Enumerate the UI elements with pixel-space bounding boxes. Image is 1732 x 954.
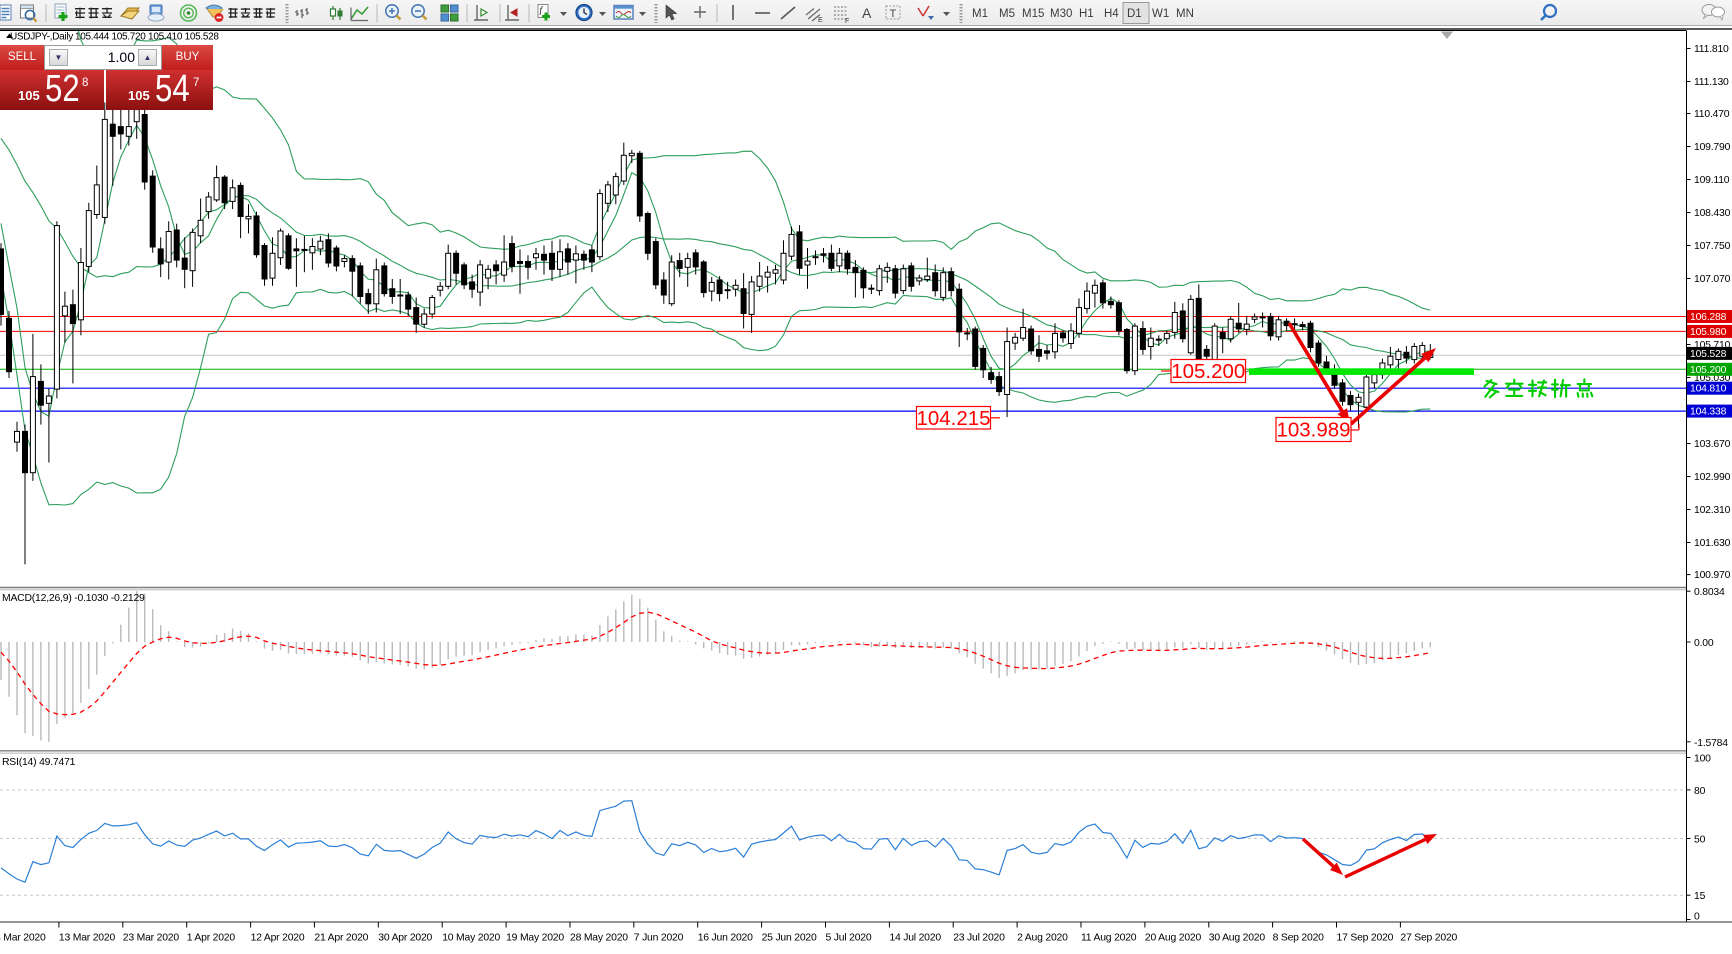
svg-text:4 Mar 2020: 4 Mar 2020 [0, 933, 46, 944]
svg-text:105.444 105.720 105.410 105.52: 105.444 105.720 105.410 105.528 [75, 32, 219, 43]
svg-text:109.110: 109.110 [1694, 175, 1730, 186]
svg-text:27 Sep 2020: 27 Sep 2020 [1400, 933, 1457, 944]
svg-text:101.630: 101.630 [1694, 538, 1731, 549]
svg-text:11 Aug 2020: 11 Aug 2020 [1081, 933, 1137, 944]
svg-text:111.130: 111.130 [1694, 77, 1729, 88]
svg-text:103.989: 103.989 [1276, 419, 1350, 442]
svg-text:D1: D1 [1127, 8, 1142, 20]
svg-text:21 Apr 2020: 21 Apr 2020 [314, 933, 368, 944]
svg-text:12 Apr 2020: 12 Apr 2020 [251, 933, 305, 944]
svg-text:0: 0 [1694, 912, 1700, 923]
svg-text:10 May 2020: 10 May 2020 [442, 933, 500, 944]
svg-text:19 May 2020: 19 May 2020 [506, 933, 564, 944]
svg-text:105.980: 105.980 [1690, 327, 1727, 338]
svg-text:13 Mar 2020: 13 Mar 2020 [59, 933, 116, 944]
svg-text:107.070: 107.070 [1694, 274, 1731, 285]
svg-text:USDJPY-,Daily: USDJPY-,Daily [10, 32, 73, 43]
svg-text:111.810: 111.810 [1694, 44, 1729, 55]
svg-text:5 Jul 2020: 5 Jul 2020 [826, 933, 872, 944]
svg-text:23 Mar 2020: 23 Mar 2020 [123, 933, 180, 944]
svg-text:T: T [890, 8, 897, 20]
svg-text:0.00: 0.00 [1694, 638, 1714, 649]
svg-text:30 Aug 2020: 30 Aug 2020 [1209, 933, 1266, 944]
svg-text:102.990: 102.990 [1694, 472, 1731, 483]
svg-text:15: 15 [1694, 891, 1706, 902]
svg-text:110.470: 110.470 [1694, 109, 1730, 120]
svg-text:MN: MN [1176, 8, 1194, 20]
svg-text:104.215: 104.215 [916, 407, 990, 430]
svg-text:7 Jun 2020: 7 Jun 2020 [634, 933, 684, 944]
svg-text:17 Sep 2020: 17 Sep 2020 [1337, 933, 1394, 944]
svg-text:20 Aug 2020: 20 Aug 2020 [1145, 933, 1202, 944]
svg-text:105.200: 105.200 [1690, 365, 1727, 376]
svg-text:102.310: 102.310 [1694, 505, 1731, 516]
svg-text:M15: M15 [1022, 8, 1044, 20]
svg-text:108.430: 108.430 [1694, 208, 1731, 219]
svg-text:105.710: 105.710 [1694, 340, 1731, 351]
svg-text:W1: W1 [1152, 8, 1169, 20]
svg-text:23 Jul 2020: 23 Jul 2020 [953, 933, 1005, 944]
svg-text:105.528: 105.528 [1690, 349, 1727, 360]
svg-text:104.810: 104.810 [1690, 384, 1727, 395]
svg-text:2 Aug 2020: 2 Aug 2020 [1017, 933, 1068, 944]
svg-text:28 May 2020: 28 May 2020 [570, 933, 628, 944]
svg-text:M1: M1 [972, 8, 988, 20]
svg-text:25 Jun 2020: 25 Jun 2020 [762, 933, 817, 944]
svg-text:H1: H1 [1079, 8, 1094, 20]
svg-text:16 Jun 2020: 16 Jun 2020 [698, 933, 753, 944]
svg-text:f: f [540, 5, 544, 15]
svg-text:F: F [845, 18, 849, 25]
svg-text:E: E [818, 17, 823, 24]
svg-text:105.030: 105.030 [1694, 373, 1731, 384]
svg-text:M5: M5 [999, 8, 1015, 20]
svg-text:1 Apr 2020: 1 Apr 2020 [187, 933, 236, 944]
svg-text:80: 80 [1694, 786, 1706, 797]
svg-text:103.670: 103.670 [1694, 439, 1731, 450]
svg-text:M30: M30 [1050, 8, 1072, 20]
svg-text:50: 50 [1694, 835, 1706, 846]
svg-text:RSI(14) 49.7471: RSI(14) 49.7471 [2, 757, 76, 768]
svg-text:H4: H4 [1104, 8, 1119, 20]
svg-text:100: 100 [1694, 754, 1711, 765]
svg-text:105.200: 105.200 [1171, 360, 1245, 383]
svg-text:8 Sep 2020: 8 Sep 2020 [1273, 933, 1325, 944]
svg-text:MACD(12,26,9) -0.1030 -0.2129: MACD(12,26,9) -0.1030 -0.2129 [2, 593, 145, 604]
svg-text:14 Jul 2020: 14 Jul 2020 [889, 933, 941, 944]
svg-text:100.970: 100.970 [1694, 570, 1731, 581]
svg-text:107.750: 107.750 [1694, 241, 1731, 252]
svg-text:-1.5784: -1.5784 [1694, 738, 1728, 749]
svg-text:104.338: 104.338 [1690, 407, 1727, 418]
svg-text:0.8034: 0.8034 [1694, 587, 1725, 598]
svg-text:106.288: 106.288 [1690, 312, 1727, 323]
svg-text:A: A [862, 5, 872, 21]
svg-text:30 Apr 2020: 30 Apr 2020 [378, 933, 432, 944]
svg-text:109.790: 109.790 [1694, 142, 1731, 153]
